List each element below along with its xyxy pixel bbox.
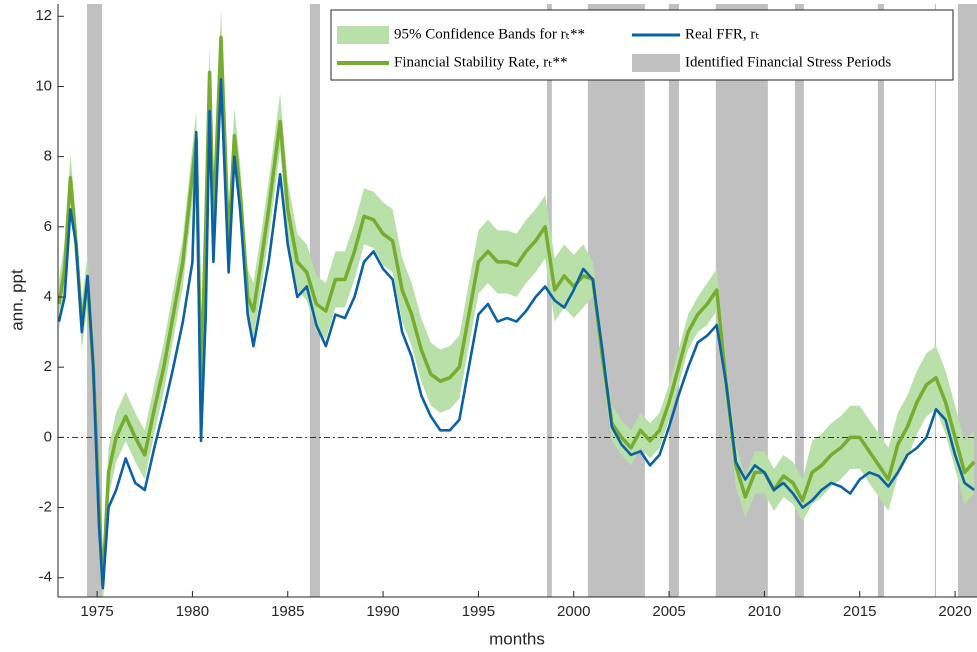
y-tick-label: 8 <box>44 148 52 165</box>
axes: -4 -2 0 2 4 6 8 10 12 1975 1980 1985 1990 1995 2000 200… <box>35 4 977 620</box>
x-tick-label: 1985 <box>271 603 304 620</box>
y-tick-label: -4 <box>39 569 52 586</box>
stress-period <box>715 4 768 597</box>
legend-label: 95% Confidence Bands for rₜ** <box>394 26 585 42</box>
legend-swatch <box>632 54 680 72</box>
x-tick-label: 1975 <box>80 603 113 620</box>
legend-label: Identified Financial Stress Periods <box>685 54 891 70</box>
y-tick-label: 12 <box>35 7 52 24</box>
stress-period <box>877 4 884 597</box>
x-tick-label: 1990 <box>366 603 399 620</box>
legend-label: Real FFR, rₜ <box>685 26 760 42</box>
confidence-band <box>58 9 975 597</box>
x-tick-label: 2020 <box>938 603 971 620</box>
y-tick-label: -2 <box>39 498 52 515</box>
x-tick-label: 2015 <box>843 603 876 620</box>
x-tick-label: 2000 <box>557 603 590 620</box>
stress-period <box>547 4 552 597</box>
plot-area <box>58 4 977 597</box>
x-tick-label: 1980 <box>176 603 209 620</box>
series-line <box>58 78 975 590</box>
y-tick-label: 0 <box>44 428 52 445</box>
stress-period <box>934 4 937 597</box>
legend-label: Financial Stability Rate, rₜ** <box>394 54 568 70</box>
legend: 95% Confidence Bands for rₜ** Real FFR, r… <box>330 9 954 81</box>
x-axis-label: months <box>489 629 545 648</box>
y-tick-label: 4 <box>44 288 52 305</box>
stress-period <box>668 4 679 597</box>
y-tick-label: 2 <box>44 358 52 375</box>
x-tick-label: 1995 <box>462 603 495 620</box>
x-tick-label: 2010 <box>748 603 781 620</box>
y-tick-label: 6 <box>44 218 52 235</box>
x-tick-label: 2005 <box>652 603 685 620</box>
y-tick-label: 10 <box>35 77 52 94</box>
stress-period <box>794 4 804 597</box>
y-axis-label: ann. ppt <box>7 269 26 331</box>
stress-period <box>957 4 977 597</box>
series-line <box>58 35 976 587</box>
legend-swatch <box>337 26 389 44</box>
